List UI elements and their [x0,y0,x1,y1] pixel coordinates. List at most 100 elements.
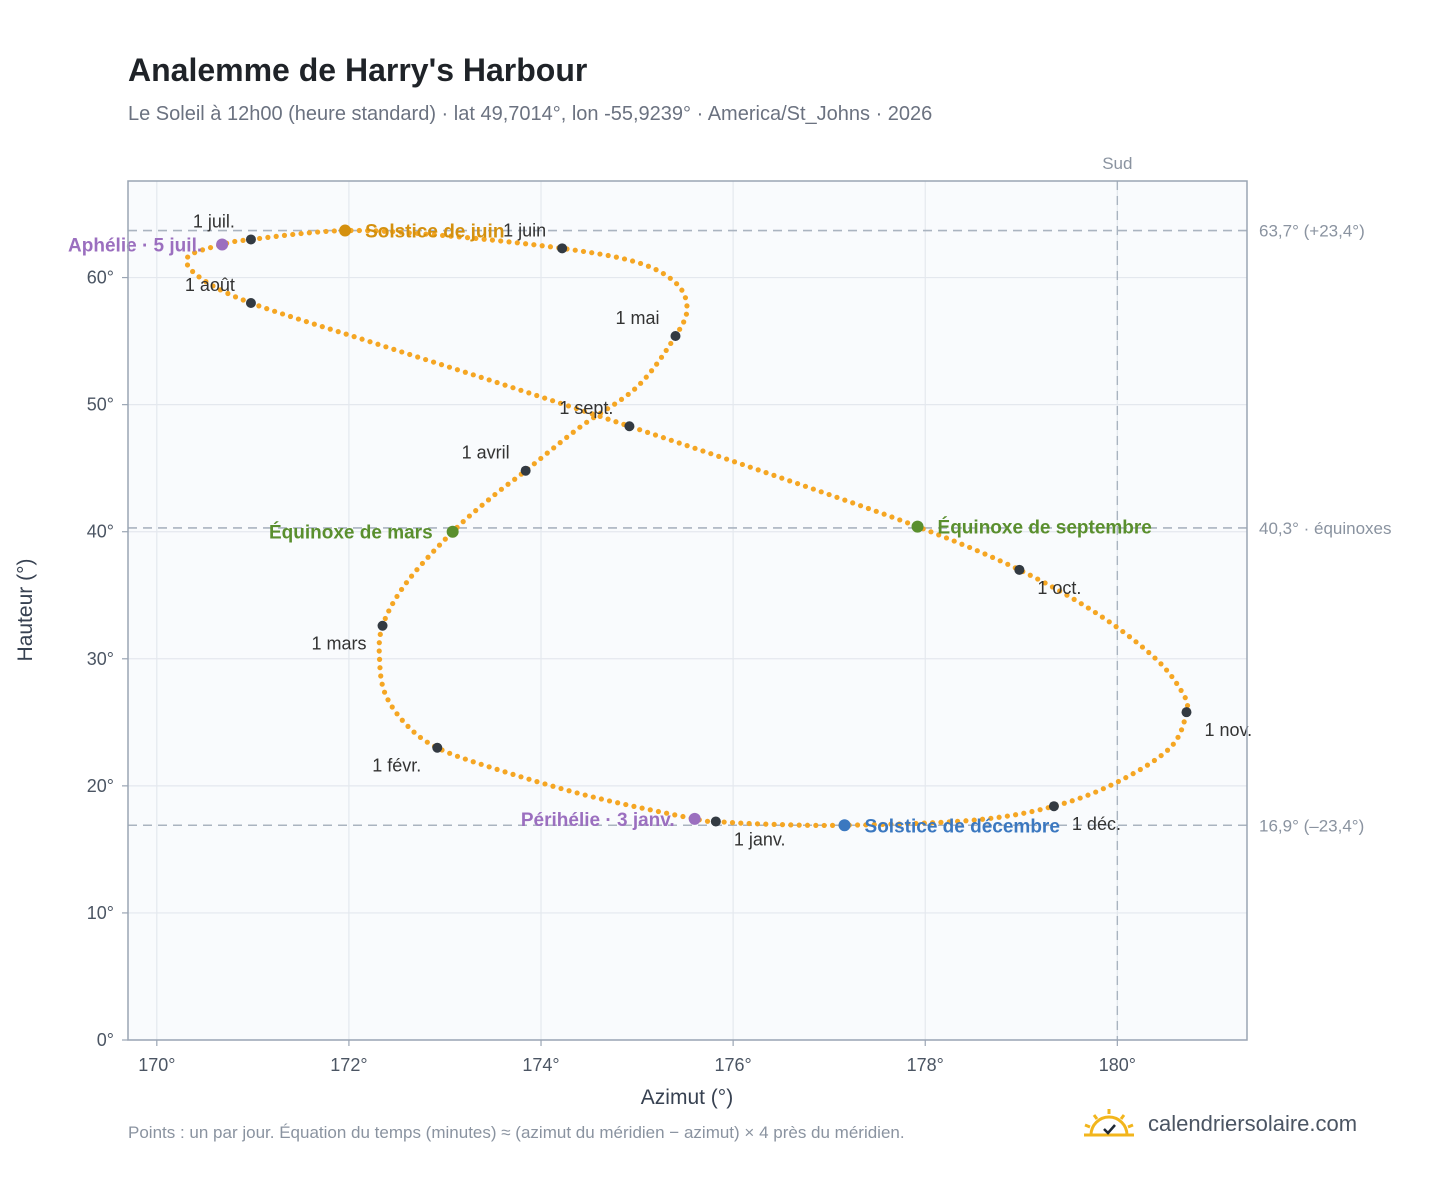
day-point [399,717,405,723]
day-point [448,233,454,239]
day-point [739,461,746,468]
month-label: 1 janv. [734,829,786,849]
day-point [889,514,895,520]
day-point [982,551,988,557]
day-point [829,822,836,829]
day-point [1071,596,1077,602]
day-point [356,227,362,234]
day-point [1027,572,1033,578]
day-point [857,503,864,509]
day-point [1069,798,1075,804]
day-point [438,362,445,368]
day-point [664,810,670,816]
day-point [967,544,973,551]
day-point [676,440,682,446]
day-point [1158,752,1164,759]
day-point [996,814,1002,820]
x-axis-title: Azimut (°) [641,1086,733,1109]
day-point [821,822,827,829]
day-point [655,808,662,815]
day-point [747,464,753,470]
day-point [1012,812,1019,818]
day-point [376,656,383,662]
day-point [597,413,603,420]
day-point [425,554,431,560]
month-marker [432,742,443,753]
day-point [257,235,263,242]
day-point [755,467,761,473]
day-point [802,483,809,489]
day-point [303,318,309,325]
day-point [456,234,462,240]
day-point [928,529,934,535]
day-point [654,361,660,367]
day-point [721,819,727,825]
day-point [681,319,687,325]
day-point [478,761,484,767]
day-point [298,230,304,237]
day-point [1061,800,1067,806]
y-tick-label: 60° [87,268,114,288]
day-point [470,372,476,378]
day-point [794,480,801,487]
month-marker [624,421,635,432]
day-point [439,232,446,239]
day-point [531,461,537,467]
day-point [1181,719,1187,725]
day-point [464,235,471,241]
day-point [265,234,271,240]
day-point [526,390,532,396]
day-point [481,236,487,242]
day-point [351,334,357,340]
day-point [667,275,673,281]
y-axis-title: Hauteur (°) [14,559,37,662]
month-label: 1 avril [462,443,510,463]
day-point [414,567,420,573]
day-point [390,600,396,607]
day-point [489,237,496,243]
month-marker [1014,564,1025,575]
day-point [605,252,611,259]
day-point [873,508,879,514]
day-point [660,435,667,441]
brand-logo[interactable]: calendriersolaire.com [1082,1104,1357,1144]
day-point [647,807,653,813]
day-point [281,232,288,238]
day-point [1029,808,1035,815]
day-point [865,505,872,512]
y-tick-label: 20° [87,776,114,796]
day-point [796,822,802,828]
month-label: 1 févr. [372,756,421,776]
day-point [674,281,680,287]
day-point [606,798,613,804]
day-point [598,796,604,802]
day-point [398,586,405,593]
day-point [1100,786,1106,792]
day-point [498,486,505,492]
day-point [577,424,583,430]
y-tick-label: 10° [87,903,114,923]
day-point [1130,771,1136,777]
day-point [415,230,421,237]
day-point [494,379,500,386]
day-point [1137,766,1143,773]
day-point [494,766,500,772]
sun-logo-icon [1084,1109,1134,1137]
day-point [1163,667,1170,673]
day-point [514,240,520,246]
day-point [684,443,690,449]
day-point [462,756,468,762]
day-point [512,476,518,482]
brand-text: calendriersolaire.com [1148,1111,1358,1136]
day-point [557,440,563,446]
day-point [888,821,894,827]
day-point [505,481,511,487]
day-point [510,385,516,391]
day-point [1139,644,1146,650]
month-marker [245,234,256,245]
day-point [547,244,554,250]
day-point [763,470,769,476]
day-point [526,776,532,782]
day-point [232,294,239,300]
